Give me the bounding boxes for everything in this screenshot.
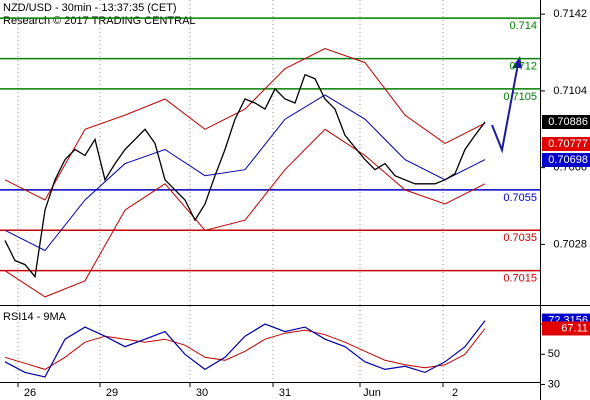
value-box — [542, 137, 590, 152]
y-tick-label: 50 — [548, 348, 560, 360]
value-box-label: 0.70777 — [548, 138, 588, 150]
level-label: 0.7055 — [503, 192, 537, 204]
chart-subtitle: Research © 2017 TRADING CENTRAL — [3, 15, 196, 27]
level-label: 0.712 — [509, 60, 537, 72]
x-tick-label: 26 — [24, 387, 36, 399]
y-tick-label: 0.7142 — [553, 8, 587, 20]
chart-title: NZD/USD - 30min - 13:37:35 (CET) — [3, 2, 177, 14]
level-label: 0.7015 — [503, 273, 537, 285]
value-box-label: 0.70886 — [548, 116, 588, 128]
rsi-line — [4, 320, 486, 378]
x-tick-label: 2 — [452, 387, 458, 399]
level-label: 0.714 — [509, 20, 537, 32]
moving-average — [4, 94, 486, 252]
rsi-ma — [4, 328, 486, 370]
value-box — [542, 152, 590, 167]
band-lower — [4, 128, 486, 298]
x-tick-label: 31 — [279, 387, 291, 399]
forecast-arrow — [491, 63, 519, 154]
x-tick-label: Jun — [363, 387, 381, 399]
price-line — [4, 73, 486, 279]
y-tick-label: 30 — [548, 378, 560, 390]
value-box — [542, 115, 590, 129]
level-label: 0.7035 — [503, 232, 537, 244]
rsi-title: RSI14 - 9MA — [3, 311, 67, 323]
value-box-label: 0.70698 — [548, 154, 588, 166]
x-tick-label: 29 — [106, 387, 118, 399]
value-box — [542, 321, 590, 336]
band-upper — [4, 47, 486, 201]
x-tick-label: 30 — [196, 387, 208, 399]
level-label: 0.7105 — [503, 91, 537, 103]
y-tick-label: 0.7104 — [553, 85, 587, 97]
value-box-label: 67.11 — [561, 322, 588, 334]
y-tick-label: 0.7028 — [553, 238, 587, 250]
